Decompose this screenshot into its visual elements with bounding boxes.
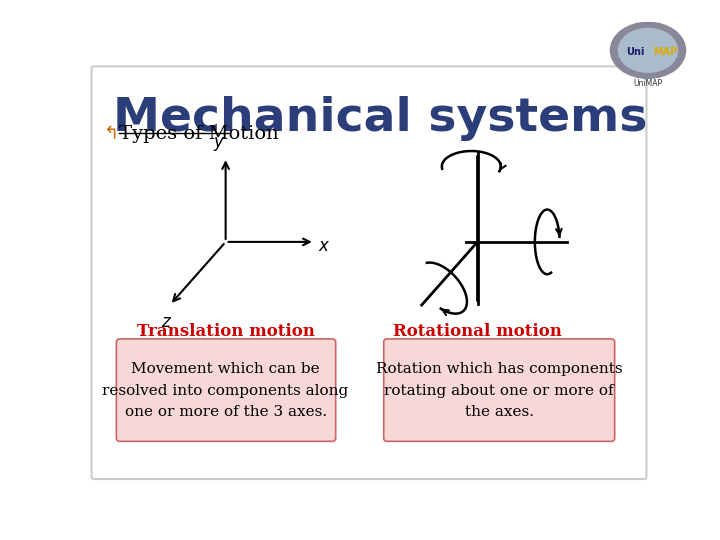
FancyBboxPatch shape: [384, 339, 615, 441]
Text: Rotation which has components
rotating about one or more of
the axes.: Rotation which has components rotating a…: [376, 362, 623, 419]
Text: x: x: [319, 237, 328, 255]
Text: MAP: MAP: [653, 47, 678, 57]
Circle shape: [618, 28, 678, 73]
Text: Translation motion: Translation motion: [137, 323, 315, 341]
FancyBboxPatch shape: [117, 339, 336, 441]
Text: Rotational motion: Rotational motion: [393, 323, 562, 341]
Text: y: y: [213, 133, 222, 151]
Circle shape: [610, 22, 686, 79]
Text: ↰: ↰: [104, 125, 119, 143]
Text: Mechanical systems: Mechanical systems: [113, 96, 648, 140]
Text: z: z: [161, 313, 169, 330]
Text: Uni: Uni: [626, 47, 644, 57]
FancyBboxPatch shape: [91, 66, 647, 479]
Text: Movement which can be
resolved into components along
one or more of the 3 axes.: Movement which can be resolved into comp…: [102, 362, 348, 419]
Text: UniMAP: UniMAP: [634, 79, 662, 88]
Text: Types of Motion: Types of Motion: [120, 125, 279, 143]
